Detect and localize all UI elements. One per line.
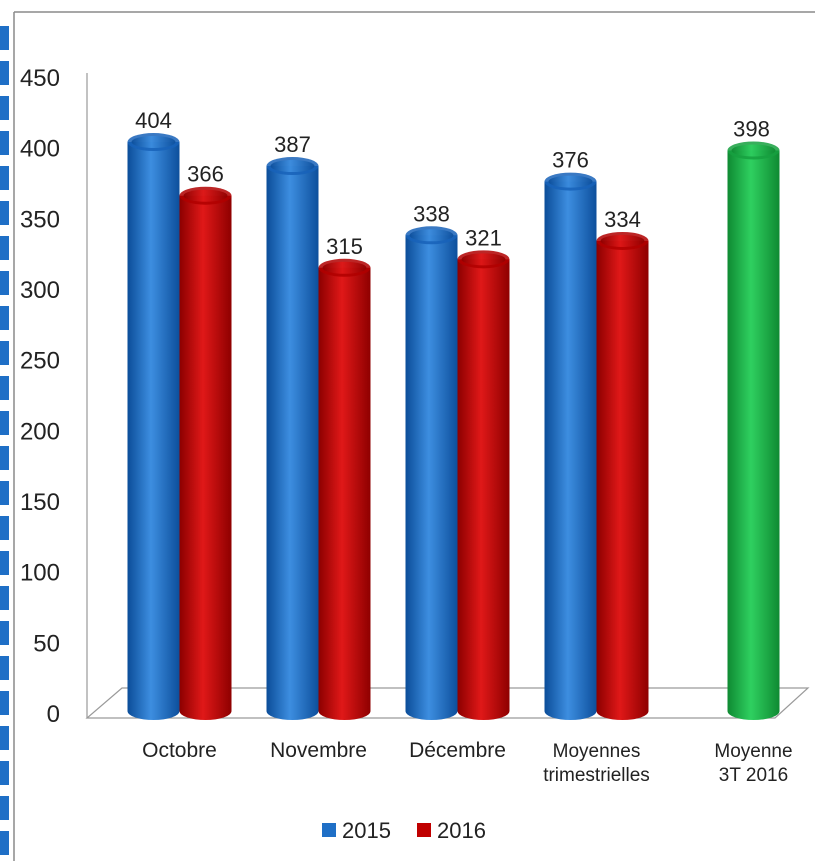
- x-tick-label: Moyenne: [714, 741, 792, 762]
- bar-2016-3-body: [596, 240, 649, 721]
- data-label-2015-2: 338: [413, 201, 450, 226]
- bar-2016-1-body: [318, 267, 371, 720]
- bars-layer: [127, 133, 780, 721]
- y-tick-label: 300: [20, 277, 60, 304]
- stripe-dash: [0, 236, 9, 260]
- y-tick-label: 350: [20, 206, 60, 233]
- bar-extra-4-body: [727, 150, 780, 720]
- data-label-2016-1: 315: [326, 234, 363, 259]
- x-tick-label: trimestrielles: [543, 765, 650, 786]
- stripe-dash: [0, 306, 9, 330]
- bar-2015-0-cap-highlight: [131, 136, 176, 149]
- y-axis-ticks: 0 50 100 150 200 250 300 350 400 450: [20, 65, 60, 728]
- stripe-dash: [0, 61, 9, 85]
- stripe-dash: [0, 26, 9, 50]
- stripe-dash: [0, 446, 9, 470]
- bar-2016-0: [179, 186, 232, 721]
- data-label-2016-0: 366: [187, 162, 224, 187]
- stripe-dash: [0, 551, 9, 575]
- stripe-dash: [0, 131, 9, 155]
- decorative-dashed-stripe: [0, 26, 9, 855]
- stripe-dash: [0, 271, 9, 295]
- bar-2015-0: [127, 133, 180, 721]
- stripe-dash: [0, 96, 9, 120]
- legend-swatch-2016: [417, 823, 431, 837]
- y-tick-label: 400: [20, 136, 60, 163]
- bar-2016-0-cap-highlight: [183, 189, 228, 202]
- x-tick-label: Décembre: [409, 739, 506, 762]
- stripe-dash: [0, 376, 9, 400]
- bar-2016-2: [457, 250, 510, 720]
- y-tick-label: 450: [20, 65, 60, 92]
- bar-2016-3: [596, 231, 649, 721]
- data-label-2016-2: 321: [465, 225, 502, 250]
- stripe-dash: [0, 481, 9, 505]
- bar-2015-2-body: [405, 235, 458, 720]
- data-label-2015-1: 387: [274, 132, 311, 157]
- legend-label-2016: 2016: [437, 818, 486, 843]
- x-axis-labels: Octobre Novembre Décembre Moyennes trimestri…: [142, 739, 792, 786]
- data-label-2015-3: 376: [552, 148, 589, 173]
- y-tick-label: 200: [20, 418, 60, 445]
- stripe-dash: [0, 201, 9, 225]
- bar-2016-1: [318, 258, 371, 720]
- data-label-extra-4: 398: [733, 116, 770, 141]
- y-tick-label: 100: [20, 560, 60, 587]
- bar-2015-1-cap-highlight: [270, 160, 315, 173]
- data-label-2015-0: 404: [135, 108, 172, 133]
- stripe-dash: [0, 831, 9, 855]
- bar-2015-2-cap-highlight: [409, 229, 454, 242]
- stripe-dash: [0, 516, 9, 540]
- bar-2015-1: [266, 157, 319, 721]
- legend-label-2015: 2015: [342, 818, 391, 843]
- x-tick-label: Octobre: [142, 739, 217, 762]
- stripe-dash: [0, 761, 9, 785]
- stripe-dash: [0, 166, 9, 190]
- bar-2016-2-cap-highlight: [461, 253, 506, 266]
- bar-2016-2-body: [457, 259, 510, 720]
- stripe-dash: [0, 796, 9, 820]
- stripe-dash: [0, 586, 9, 610]
- data-label-2016-3: 334: [604, 207, 641, 232]
- stripe-dash: [0, 726, 9, 750]
- y-tick-label: 0: [47, 701, 60, 728]
- y-tick-label: 250: [20, 348, 60, 375]
- y-tick-label: 50: [33, 630, 60, 657]
- bar-2015-3-body: [544, 181, 597, 720]
- bar-2016-3-cap-highlight: [600, 234, 645, 247]
- stripe-dash: [0, 341, 9, 365]
- bar-2016-0-body: [179, 195, 232, 721]
- bar-2015-3-cap-highlight: [548, 175, 593, 188]
- y-tick-label: 150: [20, 489, 60, 516]
- stripe-dash: [0, 411, 9, 435]
- bar-extra-4: [727, 141, 780, 720]
- x-tick-label: Novembre: [270, 739, 367, 762]
- data-labels-layer: 404 366 387 315 338 321 376 334 398: [135, 108, 770, 259]
- bar-2015-1-body: [266, 166, 319, 721]
- stripe-dash: [0, 621, 9, 645]
- bar-2015-3: [544, 172, 597, 720]
- bar-extra-4-cap-highlight: [731, 144, 776, 157]
- chart-frame: [13, 11, 815, 861]
- x-tick-label: 3T 2016: [719, 765, 788, 786]
- bar-2015-2: [405, 226, 458, 720]
- legend-swatch-2015: [322, 823, 336, 837]
- legend: 2015 2016: [322, 818, 486, 843]
- bar-2015-0-body: [127, 142, 180, 721]
- x-tick-label: Moyennes: [553, 741, 641, 762]
- stripe-dash: [0, 691, 9, 715]
- bar-2016-1-cap-highlight: [322, 261, 367, 274]
- stripe-dash: [0, 656, 9, 680]
